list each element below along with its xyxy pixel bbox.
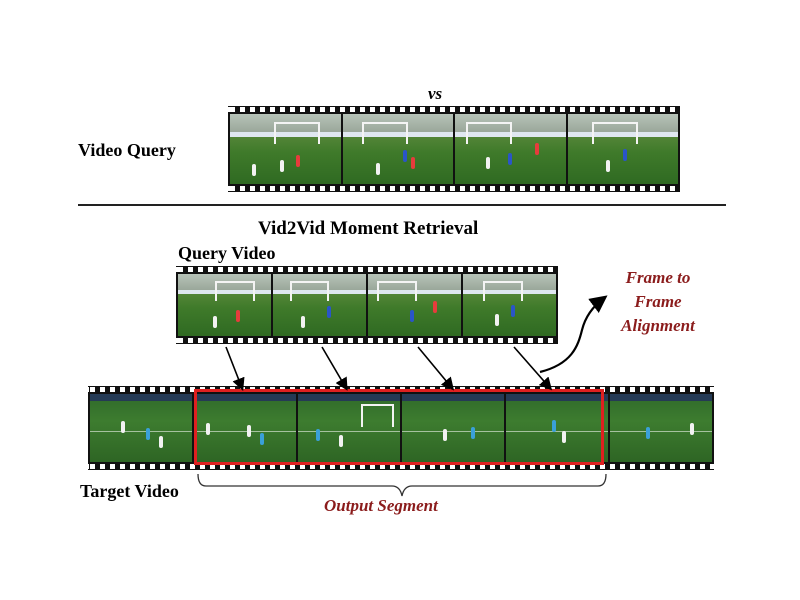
query-video-label: Query Video <box>178 243 276 263</box>
alignment-arrow-2 <box>321 346 348 391</box>
output-segment-highlight <box>194 389 604 465</box>
query-frame-2 <box>342 114 453 184</box>
target-frame-6 <box>610 394 712 462</box>
alignment-label-line-2: Frame <box>634 292 682 311</box>
alignment-arrow-1 <box>225 346 245 391</box>
query-video-frame-1 <box>178 274 271 336</box>
video-query-label: Video Query <box>78 140 176 160</box>
target-frame-1 <box>90 394 192 462</box>
target-frame-4 <box>402 394 504 462</box>
film-sprocket-holes <box>228 186 680 191</box>
film-sprocket-holes <box>88 464 714 469</box>
target-frame-3 <box>298 394 400 462</box>
vs-label: vs <box>428 84 443 103</box>
query-video-filmstrip <box>176 266 558 344</box>
alignment-label-line-3: Alignment <box>621 316 695 335</box>
output-segment-bracket <box>197 473 607 497</box>
target-frame-2 <box>194 394 296 462</box>
alignment-arrow-3 <box>417 346 455 391</box>
query-video-frame-2 <box>273 274 366 336</box>
query-frame-1 <box>230 114 341 184</box>
query-frame-4 <box>567 114 678 184</box>
frame-alignment-label: Frame to Frame Alignment <box>610 266 706 338</box>
output-segment-label: Output Segment <box>324 496 438 515</box>
query-frame-3 <box>455 114 566 184</box>
target-frame-5 <box>506 394 608 462</box>
query-video-frame-3 <box>368 274 461 336</box>
alignment-callout-arrow <box>539 295 608 374</box>
alignment-label-line-1: Frame to <box>625 268 691 287</box>
film-sprocket-holes <box>176 267 558 272</box>
moment-retrieval-title: Vid2Vid Moment Retrieval <box>258 218 479 239</box>
video-query-filmstrip <box>228 106 680 192</box>
target-video-label: Target Video <box>80 481 179 501</box>
alignment-arrow-4 <box>513 346 553 391</box>
film-sprocket-holes <box>176 338 558 343</box>
section-divider <box>78 204 726 206</box>
query-video-frame-4 <box>463 274 556 336</box>
film-sprocket-holes <box>228 107 680 112</box>
